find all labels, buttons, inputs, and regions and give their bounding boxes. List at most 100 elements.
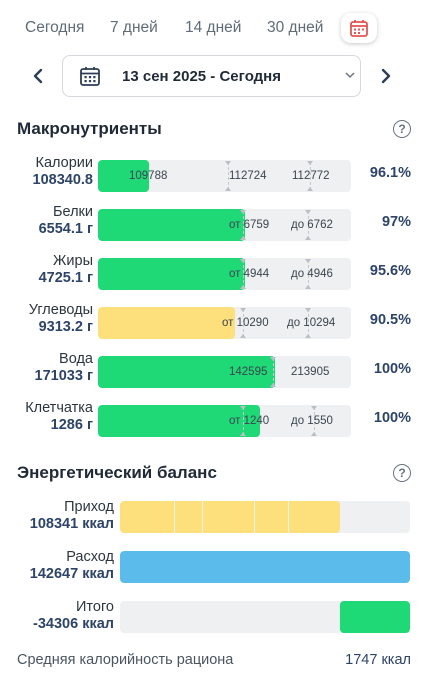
bar-mark: 112724 — [229, 170, 267, 182]
range-min-marker — [240, 406, 246, 436]
day-segment — [289, 501, 340, 533]
chevron-right-icon — [381, 68, 391, 84]
tab-custom-range-button[interactable] — [341, 13, 377, 43]
energy-bar — [120, 501, 410, 533]
energy-title: Энергетический баланс — [17, 463, 217, 482]
energy-bar — [120, 601, 410, 633]
energy-value: 142647 ккал — [29, 566, 114, 582]
bar-mark: 112772 — [292, 170, 330, 182]
energy-name: Итого — [76, 599, 114, 615]
macro-name: Жиры — [53, 253, 93, 269]
date-range-value: 13 сен 2025 - Сегодня — [122, 68, 281, 85]
chevron-left-icon — [33, 68, 43, 84]
macro-name: Клетчатка — [25, 400, 93, 416]
macro-value: 9313.2 г — [38, 319, 93, 335]
day-segment — [120, 501, 174, 533]
date-range-select[interactable]: 13 сен 2025 - Сегодня — [62, 55, 361, 97]
day-segment — [203, 501, 254, 533]
energy-bar-fill — [340, 601, 410, 633]
macro-progress-bar: от 10290 до 10294 — [98, 307, 351, 339]
bar-mark: 109788 — [129, 170, 168, 182]
macro-bar-fill — [98, 356, 276, 388]
calendar-icon — [350, 20, 368, 37]
next-period-button[interactable] — [374, 64, 398, 88]
calendar-icon — [80, 67, 100, 86]
bar-mark: до 10294 — [287, 317, 336, 329]
macro-percent: 100% — [373, 410, 411, 426]
energy-bar — [120, 551, 410, 583]
tab-14-days[interactable]: 14 дней — [185, 19, 242, 36]
bar-mark: 213905 — [291, 366, 330, 378]
macros-help-icon[interactable]: ? — [393, 120, 411, 138]
macro-row-carbs: Углеводы 9313.2 г от 10290 до 10294 90.5… — [0, 302, 427, 342]
macro-name: Белки — [52, 204, 93, 220]
range-min-marker — [240, 259, 246, 289]
energy-bar-fill — [120, 501, 340, 533]
prev-period-button[interactable] — [26, 64, 50, 88]
macro-percent: 97% — [381, 214, 411, 230]
day-segment — [175, 501, 202, 533]
energy-name: Приход — [64, 499, 114, 515]
chevron-down-icon — [345, 72, 355, 79]
bar-mark: от 6759 — [229, 219, 270, 231]
tab-today[interactable]: Сегодня — [25, 19, 85, 36]
macro-value: 4725.1 г — [38, 270, 93, 286]
range-min-marker — [240, 308, 246, 338]
macro-bar-fill — [98, 307, 235, 339]
macro-progress-bar: 109788 112724 112772 — [98, 160, 351, 192]
energy-value: -34306 ккал — [33, 616, 114, 632]
macro-bar-fill — [98, 160, 149, 192]
macro-row-protein: Белки 6554.1 г от 6759 до 6762 97% — [0, 204, 427, 244]
macro-progress-bar: от 1240 до 1550 — [98, 405, 351, 437]
range-min-marker — [225, 161, 231, 191]
macro-percent: 90.5% — [369, 312, 411, 328]
macro-value: 108340.8 — [32, 172, 93, 188]
macro-bar-fill — [98, 258, 245, 290]
bar-mark: до 1550 — [291, 415, 333, 427]
energy-row-expense: Расход 142647 ккал — [0, 549, 427, 593]
bar-mark: от 10290 — [222, 317, 269, 329]
macro-row-fats: Жиры 4725.1 г от 4944 до 4946 95.6% — [0, 253, 427, 293]
energy-row-total: Итого -34306 ккал — [0, 599, 427, 643]
macro-progress-bar: 142595 213905 — [98, 356, 351, 388]
range-max-marker — [305, 259, 311, 289]
range-max-marker — [307, 161, 313, 191]
energy-value: 108341 ккал — [29, 516, 114, 532]
macro-name: Вода — [59, 351, 93, 367]
bar-mark: от 1240 — [229, 415, 270, 427]
avg-calorie-label: Средняя калорийность рациона — [17, 652, 234, 668]
range-min-marker — [270, 357, 276, 387]
tab-30-days[interactable]: 30 дней — [267, 19, 324, 36]
period-tabs: Сегодня 7 дней 14 дней 30 дней — [0, 13, 427, 43]
range-max-marker — [305, 308, 311, 338]
macro-name: Углеводы — [28, 302, 93, 318]
macro-row-water: Вода 171033 г 142595 213905 100% — [0, 351, 427, 391]
macro-bar-fill — [98, 405, 260, 437]
macro-progress-bar: от 6759 до 6762 — [98, 209, 351, 241]
macros-title: Макронутриенты — [17, 119, 162, 138]
day-segment — [255, 501, 288, 533]
range-min-marker — [240, 210, 246, 240]
bar-mark: до 4946 — [291, 268, 333, 280]
bar-mark: 142595 — [229, 366, 268, 378]
range-max-marker — [311, 406, 317, 436]
macro-row-calories: Калории 108340.8 109788 112724 112772 96… — [0, 155, 427, 195]
macro-value: 1286 г — [50, 417, 93, 433]
avg-calorie-value: 1747 ккал — [345, 652, 411, 668]
macro-percent: 100% — [373, 361, 411, 377]
macro-bar-fill — [98, 209, 245, 241]
macro-value: 6554.1 г — [38, 221, 93, 237]
macro-name: Калории — [35, 155, 93, 171]
macro-progress-bar: от 4944 до 4946 — [98, 258, 351, 290]
energy-row-intake: Приход 108341 ккал — [0, 499, 427, 543]
macro-row-fiber: Клетчатка 1286 г от 1240 до 1550 100% — [0, 400, 427, 440]
macro-value: 171033 г — [34, 368, 93, 384]
macro-percent: 96.1% — [369, 165, 411, 181]
energy-help-icon[interactable]: ? — [393, 464, 411, 482]
tab-7-days[interactable]: 7 дней — [110, 19, 158, 36]
macro-percent: 95.6% — [369, 263, 411, 279]
energy-name: Расход — [66, 549, 114, 565]
energy-bar-fill — [120, 551, 410, 583]
range-max-marker — [305, 210, 311, 240]
bar-mark: от 4944 — [229, 268, 270, 280]
